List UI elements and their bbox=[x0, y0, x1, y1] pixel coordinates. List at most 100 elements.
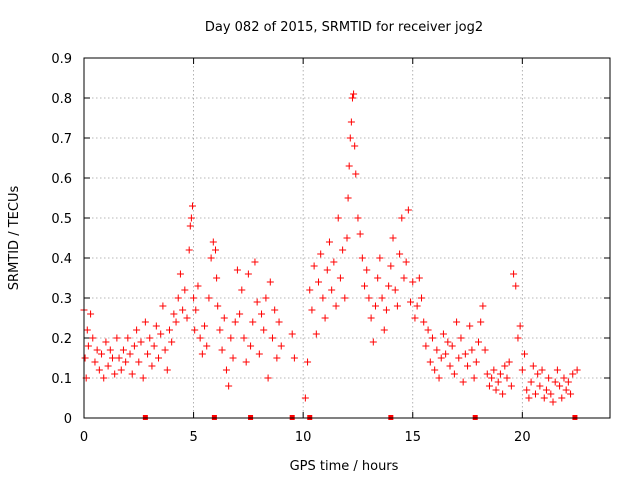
y-tick-label: 0.7 bbox=[51, 132, 72, 147]
data-point bbox=[573, 366, 581, 374]
data-point bbox=[542, 386, 550, 394]
data-point bbox=[556, 382, 564, 390]
data-point bbox=[490, 366, 498, 374]
data-point bbox=[266, 278, 274, 286]
data-point bbox=[106, 346, 114, 354]
data-point bbox=[450, 370, 458, 378]
data-point bbox=[213, 274, 221, 282]
data-point bbox=[137, 338, 145, 346]
data-point bbox=[111, 370, 119, 378]
data-point bbox=[336, 274, 344, 282]
data-point bbox=[374, 274, 382, 282]
data-point bbox=[562, 386, 570, 394]
data-point bbox=[536, 382, 544, 390]
data-point bbox=[312, 330, 320, 338]
data-point bbox=[319, 294, 327, 302]
data-point bbox=[529, 362, 537, 370]
data-point bbox=[247, 342, 255, 350]
data-point bbox=[514, 334, 522, 342]
x-tick-label: 15 bbox=[404, 430, 421, 445]
data-point bbox=[238, 286, 246, 294]
data-point bbox=[435, 374, 443, 382]
data-point bbox=[378, 294, 386, 302]
data-point bbox=[540, 394, 548, 402]
data-point bbox=[391, 286, 399, 294]
data-point bbox=[365, 294, 373, 302]
data-series-srmtid bbox=[80, 90, 581, 406]
data-point bbox=[115, 354, 123, 362]
data-point bbox=[119, 346, 127, 354]
data-point bbox=[174, 294, 182, 302]
data-point bbox=[152, 322, 160, 330]
data-point bbox=[194, 282, 202, 290]
data-point bbox=[141, 318, 149, 326]
y-tick-label: 0.9 bbox=[51, 52, 72, 67]
data-point bbox=[113, 334, 121, 342]
data-point bbox=[442, 350, 450, 358]
data-point bbox=[418, 294, 426, 302]
data-point bbox=[240, 334, 248, 342]
data-point bbox=[396, 250, 404, 258]
data-point bbox=[485, 382, 493, 390]
data-point bbox=[231, 318, 239, 326]
data-point bbox=[275, 318, 283, 326]
data-point bbox=[494, 378, 502, 386]
data-point bbox=[308, 306, 316, 314]
data-point bbox=[260, 326, 268, 334]
data-point bbox=[369, 338, 377, 346]
data-point bbox=[398, 214, 406, 222]
x-tick-label: 10 bbox=[295, 430, 312, 445]
data-point bbox=[84, 342, 92, 350]
data-point bbox=[356, 230, 364, 238]
data-point bbox=[150, 342, 158, 350]
data-point bbox=[179, 306, 187, 314]
plot-frame bbox=[83, 57, 611, 419]
data-point bbox=[277, 342, 285, 350]
y-tick-label: 0.4 bbox=[51, 252, 72, 267]
data-point bbox=[354, 214, 362, 222]
data-point bbox=[411, 314, 419, 322]
data-point bbox=[385, 282, 393, 290]
data-point bbox=[225, 382, 233, 390]
data-point bbox=[523, 386, 531, 394]
data-point bbox=[170, 310, 178, 318]
data-point bbox=[420, 318, 428, 326]
data-point bbox=[139, 374, 147, 382]
data-point bbox=[402, 258, 410, 266]
x-tick-label: 0 bbox=[80, 430, 88, 445]
data-point bbox=[346, 134, 354, 142]
data-point bbox=[457, 334, 465, 342]
data-point bbox=[128, 370, 136, 378]
grid-lines bbox=[84, 58, 610, 418]
data-point bbox=[255, 350, 263, 358]
data-point bbox=[104, 362, 112, 370]
data-point bbox=[187, 214, 195, 222]
y-tick-label: 0.6 bbox=[51, 172, 72, 187]
data-point bbox=[190, 294, 198, 302]
data-point bbox=[157, 330, 165, 338]
data-point bbox=[549, 398, 557, 406]
data-point bbox=[236, 310, 244, 318]
data-point bbox=[220, 314, 228, 322]
data-point bbox=[201, 322, 209, 330]
data-point bbox=[404, 206, 412, 214]
data-point bbox=[483, 370, 491, 378]
data-point bbox=[453, 318, 461, 326]
data-point bbox=[306, 286, 314, 294]
data-point bbox=[148, 362, 156, 370]
data-point bbox=[569, 370, 577, 378]
data-point bbox=[350, 90, 358, 98]
data-point bbox=[352, 170, 360, 178]
data-point bbox=[481, 346, 489, 354]
data-point bbox=[262, 294, 270, 302]
data-point bbox=[367, 314, 375, 322]
data-point bbox=[218, 346, 226, 354]
y-tick-label: 0.5 bbox=[51, 212, 72, 227]
data-point bbox=[547, 390, 555, 398]
data-point bbox=[328, 286, 336, 294]
data-point bbox=[203, 342, 211, 350]
data-point bbox=[91, 358, 99, 366]
data-point bbox=[332, 302, 340, 310]
data-point bbox=[400, 274, 408, 282]
data-point bbox=[424, 326, 432, 334]
